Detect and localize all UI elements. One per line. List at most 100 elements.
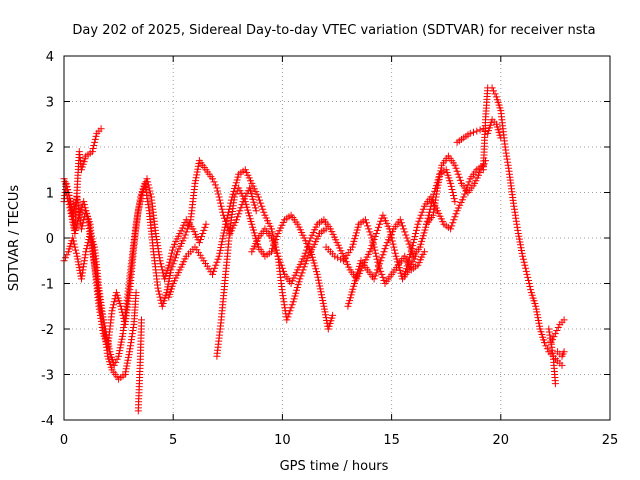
data-point (276, 258, 284, 266)
data-point (301, 249, 309, 257)
data-point (410, 236, 418, 243)
data-point (519, 252, 527, 260)
data-point (269, 237, 277, 245)
data-point (331, 252, 339, 260)
data-point (301, 260, 309, 268)
data-point (117, 338, 125, 346)
data-point (272, 246, 280, 254)
data-point (376, 220, 384, 228)
data-point (237, 204, 245, 212)
data-point (448, 222, 456, 230)
data-point (274, 252, 282, 260)
data-point (100, 319, 108, 327)
data-point (334, 254, 342, 262)
data-point (145, 184, 153, 192)
data-point (453, 167, 461, 175)
y-tick-label: 3 (46, 96, 54, 111)
data-point (315, 276, 322, 284)
data-point (154, 284, 162, 292)
data-point (166, 258, 174, 266)
data-point (216, 246, 224, 254)
data-point (195, 239, 203, 247)
data-point (92, 132, 100, 140)
data-point (170, 257, 178, 265)
data-point (69, 234, 77, 242)
data-point (88, 148, 96, 156)
data-point (551, 380, 559, 388)
data-point (180, 234, 188, 242)
data-point (169, 260, 177, 268)
data-point (219, 232, 227, 240)
data-point (296, 275, 304, 283)
data-point (407, 248, 415, 256)
data-point (216, 249, 224, 257)
data-point (436, 173, 444, 181)
data-point (234, 213, 242, 221)
data-point (211, 264, 219, 272)
data-point (209, 175, 216, 183)
data-point (399, 222, 406, 230)
x-tick-label: 0 (60, 433, 68, 448)
y-tick-label: -4 (41, 414, 54, 429)
data-point (547, 339, 555, 347)
chart-title: Day 202 of 2025, Sidereal Day-to-day VTE… (72, 23, 595, 38)
data-point (315, 279, 323, 287)
data-point (377, 217, 385, 225)
data-point (248, 220, 256, 228)
data-point (219, 235, 227, 243)
data-point (165, 261, 173, 269)
data-point (64, 195, 72, 203)
data-point (521, 261, 529, 269)
data-point (448, 186, 456, 193)
data-point (132, 289, 140, 297)
data-point (186, 219, 194, 227)
data-point (223, 214, 231, 222)
data-points (60, 84, 568, 415)
data-point (210, 267, 218, 275)
data-point (75, 261, 83, 269)
data-point (560, 316, 568, 324)
data-point (525, 277, 532, 284)
data-point (288, 301, 296, 309)
data-point (412, 230, 420, 237)
x-tick-label: 25 (602, 433, 619, 448)
data-point (214, 187, 222, 195)
data-point (218, 205, 226, 213)
data-point (286, 307, 294, 315)
data-point (365, 225, 373, 233)
data-point (216, 196, 224, 204)
data-point (82, 207, 90, 215)
data-point (404, 237, 412, 245)
data-point (405, 240, 413, 248)
data-point (250, 226, 257, 234)
data-point (447, 225, 455, 233)
data-point (292, 289, 300, 297)
data-point (277, 261, 285, 269)
data-point (366, 248, 374, 256)
data-point (560, 348, 568, 356)
data-point (390, 243, 398, 251)
data-point (455, 173, 463, 181)
data-point (371, 233, 379, 240)
data-point (437, 167, 445, 175)
y-tick-label: 0 (46, 232, 54, 247)
data-point (380, 248, 388, 256)
data-point (312, 265, 320, 273)
data-point (101, 322, 109, 330)
data-point (171, 254, 179, 262)
data-point (183, 225, 191, 233)
data-point (505, 164, 513, 172)
data-point (146, 187, 154, 195)
data-point (213, 258, 221, 266)
data-point (222, 217, 230, 225)
data-point (270, 240, 278, 248)
data-point (370, 275, 378, 283)
data-point (109, 304, 117, 312)
data-point (63, 251, 71, 259)
data-point (285, 310, 293, 318)
data-point (393, 255, 401, 263)
y-axis-label: SDTVAR / TECUs (7, 185, 22, 292)
data-point (361, 216, 369, 224)
data-point (391, 246, 398, 254)
x-axis-label: GPS time / hours (280, 459, 389, 474)
